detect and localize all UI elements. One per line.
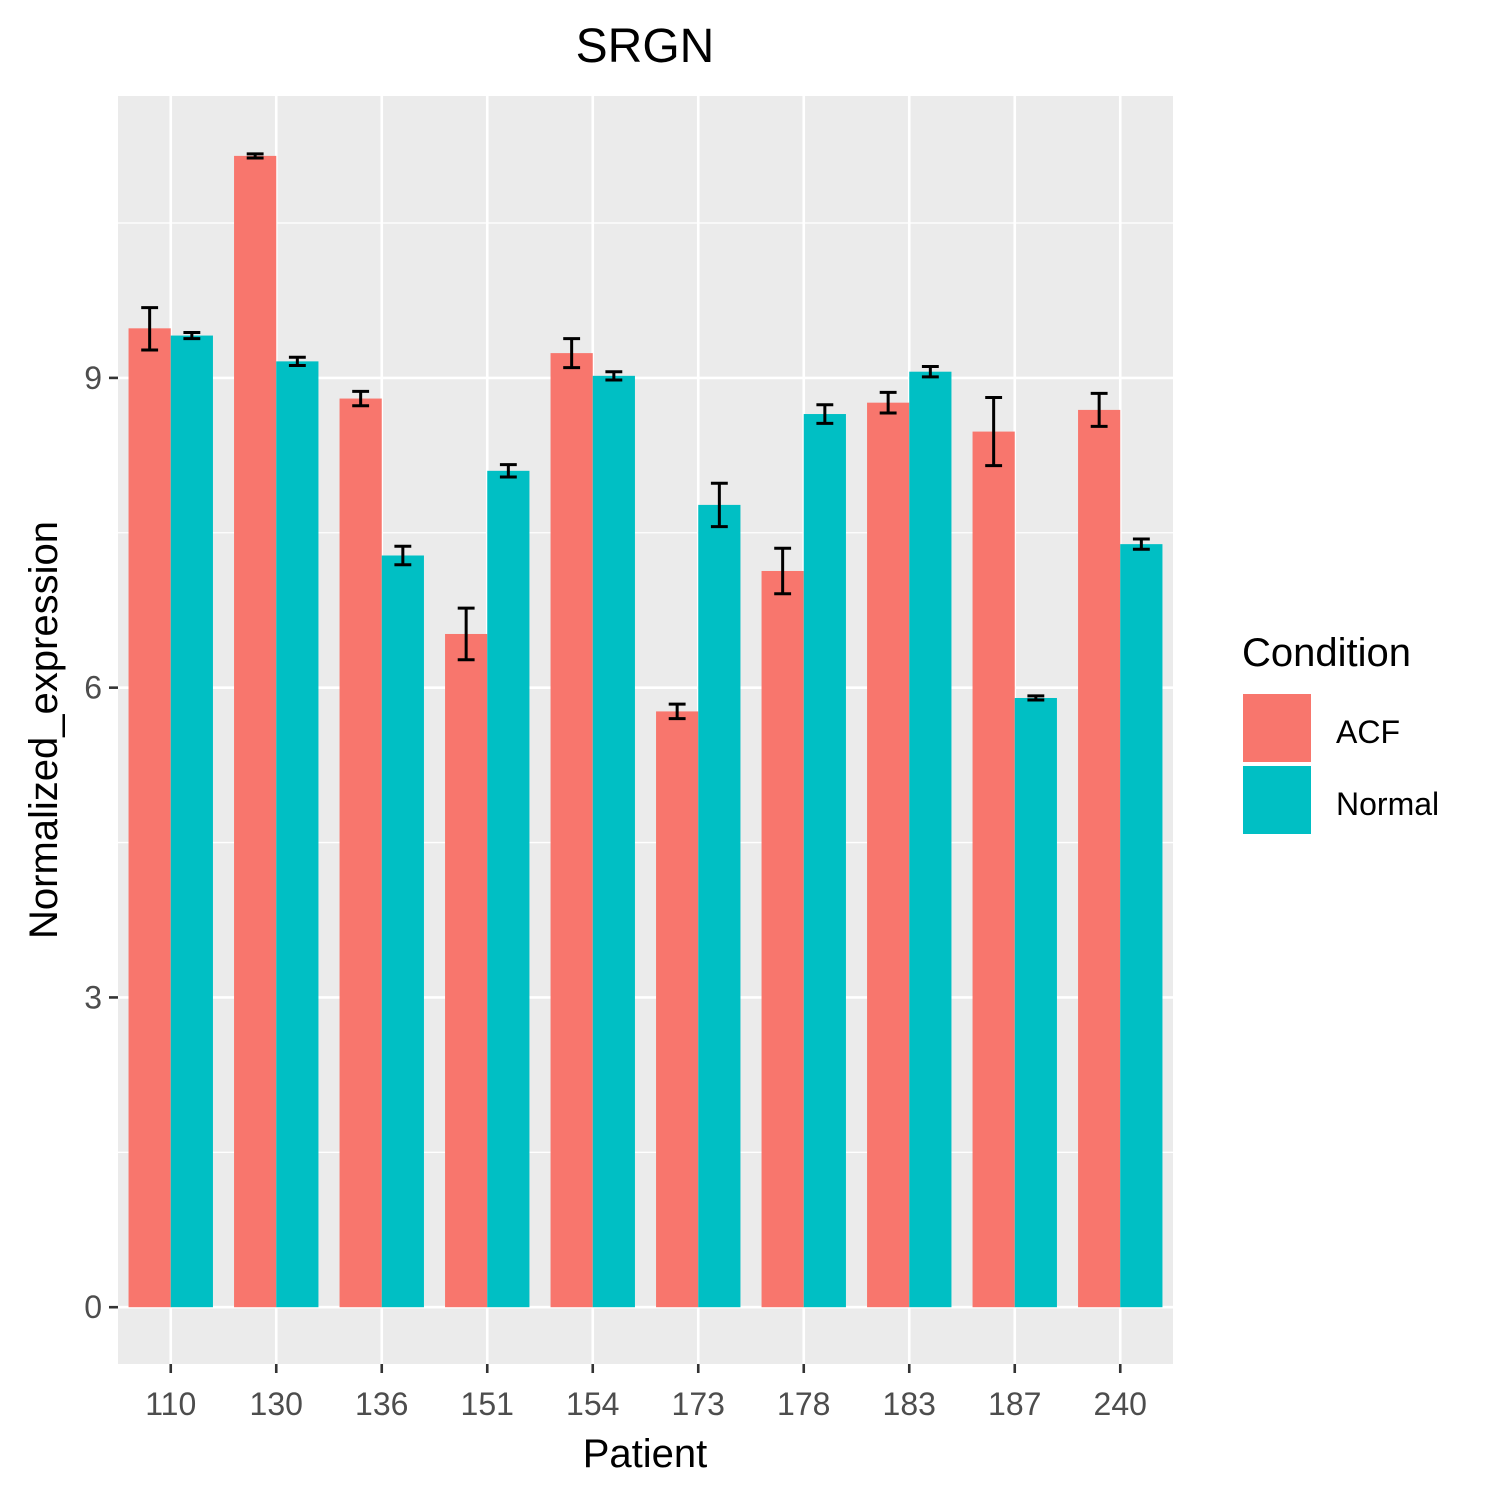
bar-acf-178 <box>761 570 804 1308</box>
bar-normal-110 <box>170 335 213 1308</box>
bar-normal-151 <box>487 470 530 1308</box>
x-tick-label: 154 <box>566 1386 619 1422</box>
bar-normal-183 <box>909 371 952 1308</box>
y-axis-title: Normalized_expression <box>22 521 66 939</box>
error-bar-acf-110 <box>141 306 159 352</box>
y-tick-label: 9 <box>84 360 102 396</box>
error-bar-acf-183 <box>879 390 897 415</box>
legend-title: Condition <box>1242 631 1411 675</box>
x-tick-label: 130 <box>250 1386 303 1422</box>
legend-key-acf <box>1243 694 1311 762</box>
x-tick-label: 187 <box>988 1386 1041 1422</box>
bar-acf-110 <box>128 328 171 1308</box>
error-bar-acf-136 <box>352 389 370 408</box>
bar-acf-130 <box>234 155 277 1308</box>
x-axis: 110 130 136 151 154 173 178 183 187 240 <box>145 1364 1147 1422</box>
bar-acf-151 <box>445 633 488 1308</box>
bar-normal-173 <box>698 504 741 1308</box>
y-axis: 0 3 6 9 <box>84 360 118 1325</box>
y-tick-label: 6 <box>84 670 102 706</box>
legend-label-normal: Normal <box>1336 786 1439 822</box>
y-tick-label: 0 <box>84 1289 102 1325</box>
error-bars <box>141 152 1150 721</box>
bar-normal-130 <box>276 361 319 1308</box>
error-bar-normal-178 <box>816 403 834 425</box>
error-bar-normal-173 <box>710 481 728 529</box>
x-tick-label: 110 <box>145 1386 196 1422</box>
x-axis-title: Patient <box>583 1432 708 1476</box>
legend: Condition ACF Normal <box>1242 631 1439 834</box>
bar-normal-178 <box>803 414 846 1308</box>
bar-normal-136 <box>381 555 424 1308</box>
error-bar-normal-130 <box>288 355 306 368</box>
bar-normal-240 <box>1120 544 1163 1308</box>
error-bar-normal-183 <box>921 365 939 379</box>
x-tick-label: 240 <box>1094 1386 1147 1422</box>
bar-acf-240 <box>1078 409 1121 1308</box>
bar-acf-136 <box>339 398 382 1308</box>
legend-key-normal <box>1243 766 1311 834</box>
x-tick-label: 173 <box>672 1386 725 1422</box>
error-bar-acf-130 <box>246 152 264 160</box>
x-tick-label: 136 <box>355 1386 408 1422</box>
y-tick-label: 3 <box>84 979 102 1015</box>
error-bar-normal-154 <box>605 370 623 382</box>
error-bar-normal-136 <box>394 544 412 567</box>
x-tick-label: 183 <box>883 1386 936 1422</box>
x-tick-label: 151 <box>461 1386 514 1422</box>
bar-acf-187 <box>972 431 1015 1308</box>
error-bar-normal-240 <box>1132 537 1150 551</box>
error-bar-acf-151 <box>457 606 475 662</box>
error-bar-acf-187 <box>985 396 1003 468</box>
legend-label-acf: ACF <box>1336 714 1400 750</box>
error-bar-normal-187 <box>1027 694 1045 702</box>
bars <box>128 155 1163 1308</box>
error-bar-normal-151 <box>499 463 517 479</box>
bar-acf-154 <box>550 353 593 1308</box>
error-bar-acf-178 <box>774 546 792 596</box>
error-bar-normal-110 <box>183 330 201 341</box>
bar-normal-187 <box>1014 697 1057 1308</box>
error-bar-acf-173 <box>668 702 686 721</box>
x-tick-label: 178 <box>777 1386 830 1422</box>
error-bar-acf-154 <box>563 337 581 370</box>
error-bar-acf-240 <box>1090 391 1108 428</box>
bar-normal-154 <box>592 375 635 1308</box>
bar-acf-183 <box>867 402 910 1308</box>
bar-acf-173 <box>656 711 699 1308</box>
chart-title: SRGN <box>576 20 715 73</box>
